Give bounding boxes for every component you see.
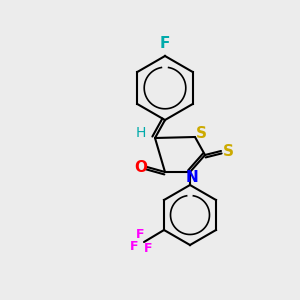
- Text: N: N: [186, 169, 198, 184]
- Text: F: F: [136, 227, 144, 241]
- Text: O: O: [134, 160, 148, 175]
- Text: H: H: [136, 126, 146, 140]
- Text: F: F: [160, 36, 170, 51]
- Text: F: F: [144, 242, 152, 254]
- Text: S: S: [223, 143, 233, 158]
- Text: S: S: [196, 125, 206, 140]
- Text: F: F: [130, 239, 138, 253]
